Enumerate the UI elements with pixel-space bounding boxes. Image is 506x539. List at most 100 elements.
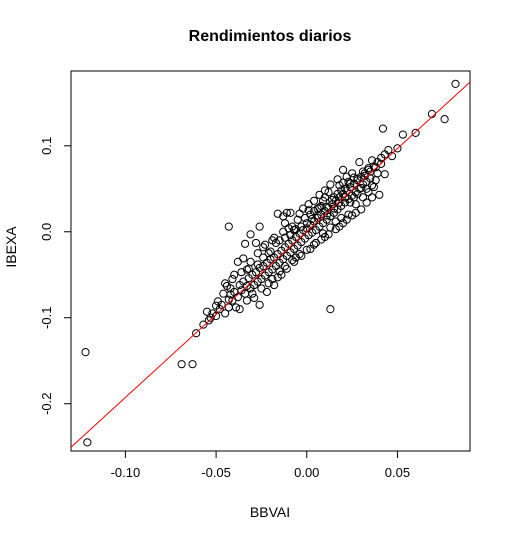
data-point bbox=[380, 170, 389, 179]
data-point bbox=[384, 145, 393, 155]
data-point bbox=[255, 222, 264, 231]
data-point bbox=[241, 239, 250, 248]
data-point bbox=[377, 159, 386, 168]
data-point bbox=[393, 144, 402, 153]
data-point bbox=[246, 230, 255, 239]
data-point bbox=[309, 207, 319, 216]
data-point bbox=[357, 183, 366, 193]
data-point bbox=[318, 229, 328, 238]
data-point bbox=[342, 215, 351, 224]
data-point bbox=[367, 193, 377, 202]
data-point bbox=[324, 188, 333, 197]
data-point bbox=[242, 265, 252, 274]
x-tick-label: -0.05 bbox=[201, 465, 231, 480]
chart-title: Rendimientos diarios bbox=[189, 28, 352, 45]
data-point bbox=[257, 284, 266, 293]
data-point bbox=[233, 293, 242, 302]
data-point bbox=[295, 250, 304, 259]
data-point bbox=[259, 243, 268, 252]
data-point bbox=[311, 238, 320, 248]
data-point bbox=[253, 260, 262, 269]
data-point bbox=[329, 204, 339, 213]
data-point bbox=[378, 124, 388, 133]
regression-line bbox=[70, 81, 471, 448]
data-point bbox=[280, 262, 290, 271]
data-point bbox=[204, 316, 213, 325]
data-point bbox=[81, 348, 90, 357]
data-point bbox=[246, 257, 255, 266]
data-point bbox=[250, 293, 259, 303]
data-point bbox=[328, 195, 337, 205]
data-point bbox=[326, 305, 335, 314]
data-point bbox=[255, 300, 264, 309]
x-tick-label: 0.00 bbox=[294, 465, 319, 480]
data-point bbox=[367, 156, 377, 165]
data-point bbox=[266, 247, 275, 256]
y-tick-label: 0.0 bbox=[39, 223, 54, 241]
data-point bbox=[280, 233, 290, 242]
data-point bbox=[353, 174, 362, 183]
data-point bbox=[304, 206, 313, 215]
data-point bbox=[280, 219, 290, 228]
data-point bbox=[302, 219, 311, 228]
data-point bbox=[335, 198, 344, 207]
data-point bbox=[411, 128, 420, 138]
data-point bbox=[289, 257, 299, 266]
y-axis-label: IBEXA bbox=[3, 226, 19, 268]
data-point bbox=[326, 223, 335, 232]
data-point bbox=[233, 257, 242, 266]
data-point bbox=[304, 200, 313, 209]
data-point bbox=[357, 205, 366, 214]
data-point bbox=[387, 152, 397, 161]
data-point bbox=[338, 178, 348, 187]
data-point bbox=[262, 287, 271, 297]
data-points bbox=[81, 79, 460, 447]
data-point bbox=[398, 130, 407, 139]
data-point bbox=[295, 209, 304, 218]
data-point bbox=[326, 180, 335, 189]
data-point bbox=[199, 320, 208, 329]
data-point bbox=[309, 240, 319, 249]
y-axis: -0.2 -0.1 0.0 0.1 bbox=[39, 137, 71, 415]
data-point bbox=[192, 329, 201, 338]
data-point bbox=[440, 115, 449, 124]
data-point bbox=[279, 227, 288, 236]
data-point bbox=[237, 268, 246, 277]
data-point bbox=[248, 289, 257, 298]
data-point bbox=[219, 289, 228, 298]
data-point bbox=[353, 189, 362, 199]
data-point bbox=[275, 267, 284, 276]
data-point bbox=[367, 181, 377, 190]
data-point bbox=[206, 313, 215, 322]
data-point bbox=[338, 165, 348, 174]
x-tick-label: -0.10 bbox=[111, 465, 141, 480]
data-point bbox=[451, 79, 460, 88]
data-point bbox=[228, 274, 237, 284]
data-point bbox=[317, 201, 326, 211]
data-point bbox=[83, 438, 92, 447]
data-point bbox=[202, 307, 212, 316]
data-point bbox=[226, 284, 235, 293]
data-point bbox=[270, 233, 279, 242]
data-point bbox=[260, 240, 270, 249]
x-tick-label: 0.05 bbox=[385, 465, 410, 480]
data-point bbox=[273, 209, 282, 218]
x-axis-label: BBVAI bbox=[250, 504, 290, 520]
data-point bbox=[315, 190, 324, 199]
data-point bbox=[211, 311, 221, 321]
plot-frame bbox=[70, 70, 471, 452]
data-point bbox=[270, 280, 279, 290]
data-point bbox=[268, 274, 277, 284]
data-point bbox=[309, 196, 319, 205]
data-point bbox=[355, 158, 364, 167]
data-point bbox=[375, 190, 384, 199]
data-point bbox=[251, 238, 261, 248]
data-point bbox=[253, 249, 262, 258]
data-point bbox=[282, 208, 291, 217]
data-point bbox=[239, 254, 248, 263]
data-point bbox=[217, 300, 226, 309]
data-point bbox=[177, 360, 186, 369]
data-point bbox=[297, 251, 306, 260]
data-point bbox=[360, 171, 369, 180]
